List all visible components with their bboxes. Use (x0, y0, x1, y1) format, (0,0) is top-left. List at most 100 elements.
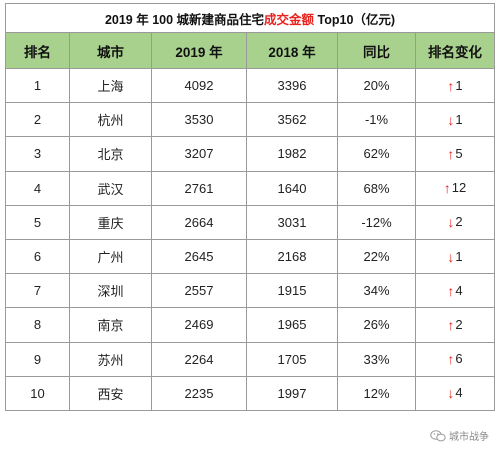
city-cell: 上海 (69, 67, 152, 104)
table-row: 4 武汉 2761 1640 68% ↑12 (5, 170, 496, 206)
rank-change-value: 12 (451, 180, 467, 196)
header-2019: 2019 年 (151, 32, 247, 69)
arrow-up-icon: ↑ (447, 282, 455, 299)
table-row: 1 上海 4092 3396 20% ↑1 (5, 67, 496, 104)
rank-cell: 9 (5, 341, 70, 377)
value-2019-cell: 3207 (151, 136, 247, 172)
header-2018: 2018 年 (246, 32, 338, 69)
yoy-cell: 34% (337, 273, 416, 309)
watermark: 城市战争 (430, 428, 489, 443)
rank-change-cell: ↑1 (414, 67, 496, 104)
city-cell: 武汉 (69, 170, 152, 206)
value-2019-cell: 2235 (151, 375, 247, 411)
yoy-cell: -1% (337, 102, 416, 138)
rank-change-value: 1 (455, 111, 463, 127)
yoy-cell: 22% (337, 238, 416, 275)
title-highlight: 成交金额 (264, 12, 315, 27)
rank-change-cell: ↑4 (414, 273, 496, 309)
rank-cell: 3 (5, 136, 70, 172)
value-2019-cell: 2664 (151, 204, 247, 240)
arrow-down-icon: ↓ (447, 214, 455, 231)
yoy-cell: 26% (337, 307, 416, 343)
table-row: 10 西安 2235 1997 12% ↓4 (5, 375, 496, 411)
rank-cell: 2 (5, 102, 70, 138)
rank-cell: 1 (5, 67, 70, 104)
table-title-row: 2019 年 100 城新建商品住宅成交金额 Top10（亿元) (4, 3, 496, 33)
rank-change-cell: ↑6 (414, 341, 496, 377)
table-title: 2019 年 100 城新建商品住宅成交金额 Top10（亿元) (4, 3, 496, 33)
arrow-down-icon: ↓ (447, 385, 455, 402)
rank-change-value: 4 (455, 385, 463, 401)
table-row: 7 深圳 2557 1915 34% ↑4 (5, 273, 496, 309)
header-yoy: 同比 (337, 32, 416, 69)
yoy-cell: 68% (337, 170, 416, 206)
value-2018-cell: 3562 (246, 102, 338, 138)
city-cell: 广州 (69, 238, 152, 275)
value-2019-cell: 2645 (151, 238, 247, 275)
city-cell: 苏州 (69, 341, 152, 377)
city-cell: 深圳 (69, 273, 152, 309)
table-row: 9 苏州 2264 1705 33% ↑6 (5, 341, 496, 377)
header-rank: 排名 (5, 32, 70, 69)
value-2019-cell: 2557 (151, 273, 247, 309)
rank-change-cell: ↓4 (414, 375, 496, 411)
value-2018-cell: 1965 (246, 307, 338, 343)
rank-change-cell: ↑12 (414, 170, 496, 206)
watermark-text: 城市战争 (449, 432, 489, 443)
table-row: 3 北京 3207 1982 62% ↑5 (5, 136, 496, 172)
table-row: 8 南京 2469 1965 26% ↑2 (5, 307, 496, 343)
rank-cell: 10 (5, 375, 70, 411)
rank-change-cell: ↑5 (414, 136, 496, 172)
value-2019-cell: 2469 (151, 307, 247, 343)
value-2018-cell: 2168 (246, 238, 338, 275)
title-suffix: Top10（亿元) (314, 12, 396, 27)
table-row: 6 广州 2645 2168 22% ↓1 (5, 238, 496, 275)
value-2018-cell: 1640 (246, 170, 338, 206)
value-2018-cell: 1705 (246, 341, 338, 377)
table-row: 2 杭州 3530 3562 -1% ↓1 (5, 102, 496, 138)
arrow-up-icon: ↑ (447, 77, 455, 94)
rank-change-value: 5 (455, 145, 463, 161)
rank-cell: 5 (5, 204, 70, 240)
city-cell: 南京 (69, 307, 152, 343)
value-2018-cell: 3396 (246, 67, 338, 104)
value-2019-cell: 2761 (151, 170, 247, 206)
city-cell: 杭州 (69, 102, 152, 138)
rank-change-cell: ↓1 (414, 238, 496, 275)
arrow-up-icon: ↑ (443, 180, 451, 197)
yoy-cell: 20% (337, 67, 416, 104)
value-2019-cell: 2264 (151, 341, 247, 377)
value-2018-cell: 1915 (246, 273, 338, 309)
header-city: 城市 (69, 32, 152, 69)
value-2018-cell: 3031 (246, 204, 338, 240)
city-cell: 重庆 (69, 204, 152, 240)
table-header-row: 排名 城市 2019 年 2018 年 同比 排名变化 (5, 32, 496, 69)
rank-change-value: 1 (455, 77, 463, 93)
value-2019-cell: 3530 (151, 102, 247, 138)
arrow-down-icon: ↓ (447, 111, 455, 128)
arrow-down-icon: ↓ (447, 248, 455, 265)
arrow-up-icon: ↑ (447, 316, 455, 333)
rank-change-value: 2 (455, 214, 463, 230)
rank-change-cell: ↓1 (414, 102, 496, 138)
rank-cell: 4 (5, 170, 70, 206)
rank-cell: 7 (5, 273, 70, 309)
arrow-up-icon: ↑ (447, 351, 455, 368)
rank-change-value: 1 (455, 248, 463, 264)
yoy-cell: 12% (337, 375, 416, 411)
arrow-up-icon: ↑ (447, 145, 455, 162)
rank-change-cell: ↓2 (414, 204, 496, 240)
header-rank-change: 排名变化 (414, 32, 496, 69)
value-2018-cell: 1982 (246, 136, 338, 172)
yoy-cell: -12% (337, 204, 416, 240)
wechat-icon (430, 429, 446, 441)
yoy-cell: 33% (337, 341, 416, 377)
ranking-table-container: 2019 年 100 城新建商品住宅成交金额 Top10（亿元) 排名 城市 2… (4, 3, 496, 411)
yoy-cell: 62% (337, 136, 416, 172)
table-row: 5 重庆 2664 3031 -12% ↓2 (5, 204, 496, 240)
value-2018-cell: 1997 (246, 375, 338, 411)
rank-change-value: 2 (455, 316, 463, 332)
rank-change-cell: ↑2 (414, 307, 496, 343)
rank-change-value: 4 (455, 282, 463, 298)
city-cell: 西安 (69, 375, 152, 411)
